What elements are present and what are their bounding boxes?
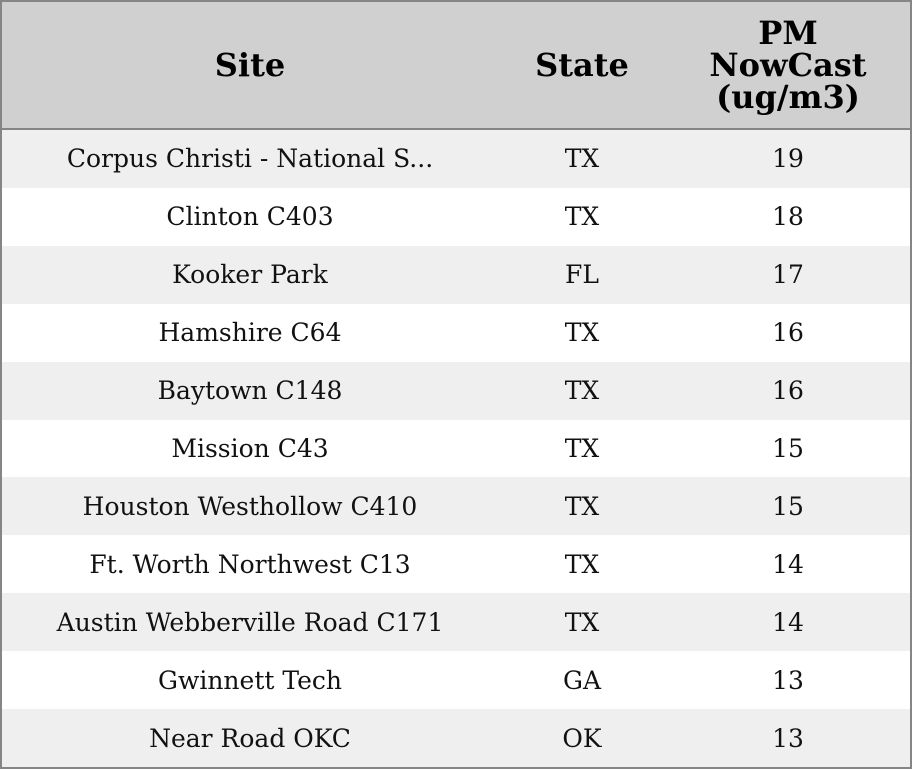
table-row: Houston Westhollow C410 TX 15 — [2, 477, 910, 536]
table-cell: Houston Westhollow C410 — [82, 491, 418, 521]
table-row: Clinton C403 TX 18 — [2, 188, 910, 246]
table-row: Baytown C148 TX 16 — [2, 361, 910, 420]
table-cell: 14 — [772, 549, 804, 579]
header-cell: State — [498, 49, 666, 81]
table-row: Kooker Park FL 17 — [2, 245, 910, 304]
table-cell: Clinton C403 — [166, 202, 334, 232]
table-row: Ft. Worth Northwest C13 TX 14 — [2, 535, 910, 593]
table-cell: Kooker Park — [172, 260, 328, 290]
table-cell: TX — [564, 607, 600, 637]
table-cell: 15 — [772, 491, 804, 521]
table-cell: 14 — [772, 607, 804, 637]
table-cell: TX — [564, 376, 600, 406]
header-text: PM NowCast (ug/m3) — [709, 14, 867, 116]
table-cell: Hamshire C64 — [158, 318, 342, 348]
table-row: Hamshire C64 TX 16 — [2, 304, 910, 362]
table-cell: Baytown C148 — [157, 376, 343, 406]
table-cell: Gwinnett Tech — [157, 665, 343, 695]
table-cell: TX — [564, 549, 600, 579]
header-text: Site — [214, 46, 286, 84]
table-cell: FL — [565, 260, 599, 290]
table-cell: 13 — [772, 665, 804, 695]
header-text: State — [535, 46, 629, 84]
table-cell: TX — [564, 202, 600, 232]
table-row: Corpus Christi - National S... TX 19 — [2, 130, 910, 188]
header-cell: PM NowCast (ug/m3) — [666, 17, 910, 113]
table-cell: Corpus Christi - National S... — [66, 144, 434, 174]
table-cell: Ft. Worth Northwest C13 — [89, 549, 411, 579]
table-cell: TX — [564, 318, 600, 348]
table-row: Austin Webberville Road C171 TX 14 — [2, 593, 910, 652]
table-cell: GA — [562, 665, 602, 695]
table-cell: Austin Webberville Road C171 — [56, 607, 444, 637]
table-cell: 13 — [772, 723, 804, 753]
table-cell: 19 — [772, 144, 804, 174]
table-cell: OK — [562, 723, 602, 753]
table-row: Mission C43 TX 15 — [2, 420, 910, 478]
table-cell: Mission C43 — [171, 433, 329, 463]
table-cell: TX — [564, 144, 600, 174]
table-cell: 16 — [772, 376, 804, 406]
table-cell: TX — [564, 491, 600, 521]
table-cell: 16 — [772, 318, 804, 348]
table-cell: 17 — [772, 260, 804, 290]
table-row: Gwinnett Tech GA 13 — [2, 651, 910, 709]
header-cell: Site — [2, 49, 498, 81]
table-cell: 18 — [772, 202, 804, 232]
table-cell: Near Road OKC — [149, 723, 351, 753]
table-cell: TX — [564, 433, 600, 463]
table-cell: 15 — [772, 433, 804, 463]
table-row: Near Road OKC OK 13 — [2, 709, 910, 767]
table-header: Site State PM NowCast (ug/m3) — [2, 2, 910, 130]
